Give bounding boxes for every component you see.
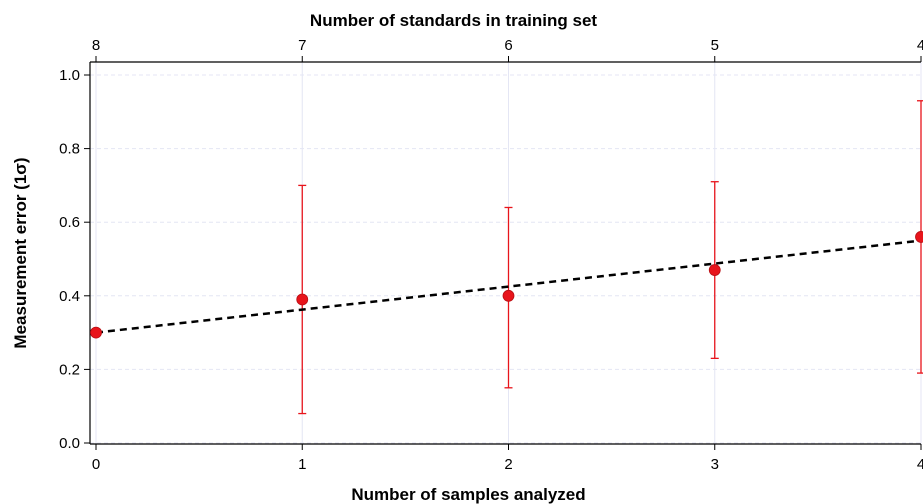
x-tick-label: 2 xyxy=(504,456,512,473)
data-point xyxy=(90,326,102,339)
x2-tick-label: 5 xyxy=(711,37,719,54)
error-bars xyxy=(298,100,923,415)
y-tick-label: 1.0 xyxy=(59,67,80,84)
trendline xyxy=(95,239,922,334)
x2-tick-label: 4 xyxy=(917,37,923,54)
ticks: 0 8 1 7 2 6 3 5 4 4 0.0 0.2 0.4 0.6 0.8 1.0 xyxy=(59,37,923,473)
data-point xyxy=(296,293,309,306)
grid xyxy=(90,62,922,444)
y-tick-label: 0.2 xyxy=(59,361,80,378)
x-tick-label: 3 xyxy=(711,456,719,473)
data-points xyxy=(90,231,923,339)
x2-tick-label: 6 xyxy=(504,37,512,54)
x-tick-label: 1 xyxy=(298,456,306,473)
x2-tick-label: 8 xyxy=(92,37,100,54)
data-point xyxy=(915,231,923,243)
x-tick-label: 4 xyxy=(917,456,923,473)
y-axis-title: Measurement error (1σ) xyxy=(11,157,30,348)
x2-axis-title: Number of standards in training set xyxy=(310,11,597,30)
x-axis-title: Number of samples analyzed xyxy=(351,485,585,504)
y-tick-label: 0.6 xyxy=(59,214,80,231)
y-tick-label: 0.8 xyxy=(59,141,80,158)
data-point xyxy=(502,289,515,302)
x-tick-label: 0 xyxy=(92,456,100,473)
y-tick-label: 0.4 xyxy=(59,288,80,305)
axes xyxy=(89,61,921,445)
x2-tick-label: 7 xyxy=(298,37,306,54)
trendline-group xyxy=(95,239,922,334)
y-tick-label: 0.0 xyxy=(59,435,80,452)
data-point xyxy=(708,264,721,276)
